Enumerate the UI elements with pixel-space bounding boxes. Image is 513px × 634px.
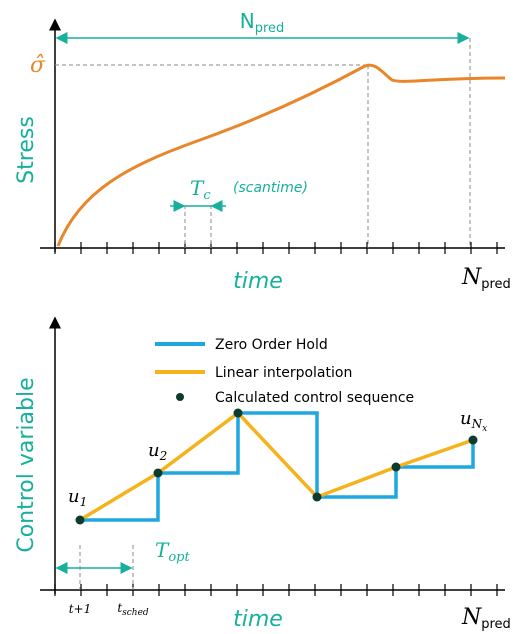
tick-group — [54, 242, 498, 596]
point-label: u1 — [68, 486, 87, 509]
label-base: u — [68, 486, 80, 507]
y-label: Control variable — [14, 377, 39, 552]
label-base: u — [460, 408, 472, 429]
tick-label: t+1 — [69, 602, 92, 616]
x-label: time — [233, 269, 283, 294]
stress-curve — [56, 63, 506, 247]
label-sub: 2 — [159, 449, 168, 463]
control-point — [312, 492, 322, 502]
y-marker: σ̂ — [30, 53, 46, 78]
label-base: N — [461, 605, 482, 630]
scan-label: Tc — [190, 176, 211, 203]
control-points — [75, 408, 478, 525]
opt-label: Topt — [155, 538, 190, 565]
point-label: uNx — [460, 408, 487, 434]
y-label: Stress — [14, 116, 39, 184]
label-sub: sched — [122, 608, 149, 618]
control-point — [233, 408, 243, 418]
label-sub: 1 — [80, 495, 88, 509]
label-sub: c — [203, 188, 211, 203]
x-label: time — [233, 607, 283, 632]
control-point — [153, 468, 163, 478]
scan-note: (scantime) — [233, 180, 308, 196]
horizon-label: Npred — [240, 9, 285, 36]
label-base: T — [155, 538, 170, 562]
x-end-label: Npred — [461, 265, 511, 292]
label-sub: opt — [168, 550, 190, 565]
x-end-label: Npred — [461, 605, 511, 632]
zero-order-hold — [80, 411, 475, 522]
label-sub: N — [471, 417, 483, 431]
legend-entry: Zero Order Hold — [215, 337, 328, 353]
control-point — [391, 462, 401, 472]
linear-interpolation — [79, 410, 474, 522]
legend-entry: Linear interpolation — [215, 365, 352, 381]
legend-entry: Calculated control sequence — [215, 390, 414, 406]
label-sub: pred — [481, 617, 511, 632]
label-sub: x — [482, 424, 487, 434]
control-point — [468, 435, 478, 445]
legend-swatch — [176, 393, 184, 401]
label-base: t — [117, 601, 122, 615]
label-sub: pred — [481, 277, 511, 292]
tick-label: tsched — [117, 601, 149, 618]
label-base: N — [461, 265, 482, 290]
label-base: T — [190, 176, 205, 200]
control-point — [75, 515, 85, 525]
label-base: u — [148, 440, 160, 461]
point-label: u2 — [148, 440, 167, 463]
label-sub: pred — [255, 21, 285, 36]
label-base: N — [240, 9, 255, 33]
